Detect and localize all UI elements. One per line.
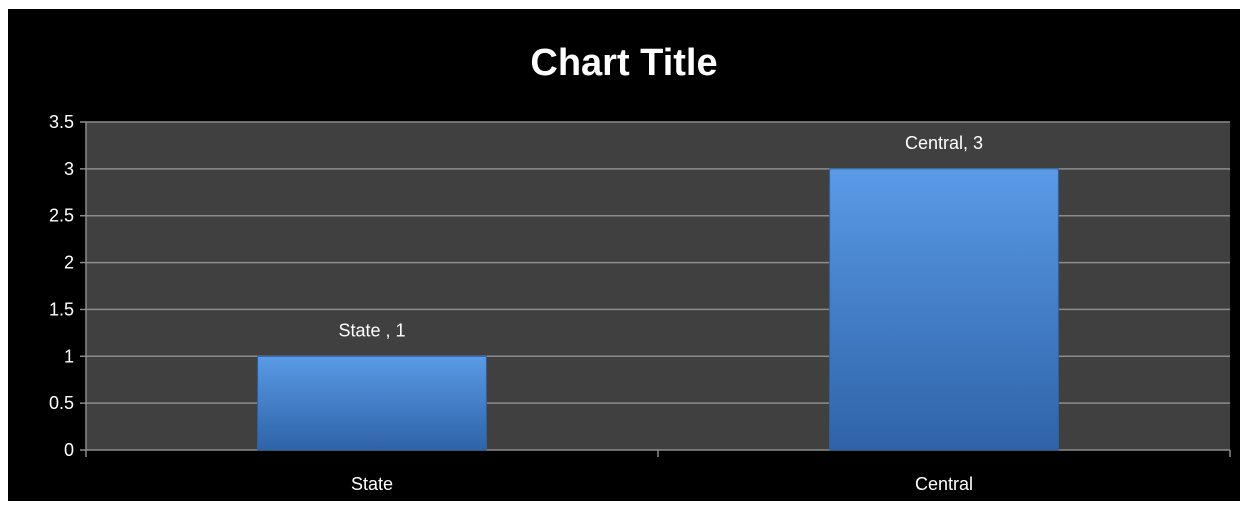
labels: 0 0.5 1 1.5 2 2.5 3 3.5 State State , 1 Central Cen… xyxy=(49,112,983,494)
data-label: State , 1 xyxy=(338,320,405,340)
y-tick-label: 0.5 xyxy=(49,393,74,413)
bars xyxy=(257,168,1059,451)
data-label: Central, 3 xyxy=(905,133,983,153)
chart-container: 0 0.5 1 1.5 2 2.5 3 3.5 State State , 1 Central Cen… xyxy=(8,9,1240,501)
y-tick-label: 0 xyxy=(64,440,74,460)
bar-highlight xyxy=(259,357,485,361)
bar-central xyxy=(829,168,1059,451)
x-category-label: State xyxy=(351,474,393,494)
y-tick-label: 1 xyxy=(64,346,74,366)
y-tick-label: 1.5 xyxy=(49,299,74,319)
y-tick-label: 3 xyxy=(64,159,74,179)
y-tick-label: 3.5 xyxy=(49,112,74,132)
y-tick-label: 2.5 xyxy=(49,206,74,226)
bar-chart: 0 0.5 1 1.5 2 2.5 3 3.5 State State , 1 Central Cen… xyxy=(49,42,1231,494)
y-tick-label: 2 xyxy=(64,253,74,273)
bar-highlight xyxy=(831,169,1057,173)
bar-state xyxy=(257,355,487,451)
x-category-label: Central xyxy=(915,474,973,494)
chart-title: Chart Title xyxy=(530,42,717,84)
